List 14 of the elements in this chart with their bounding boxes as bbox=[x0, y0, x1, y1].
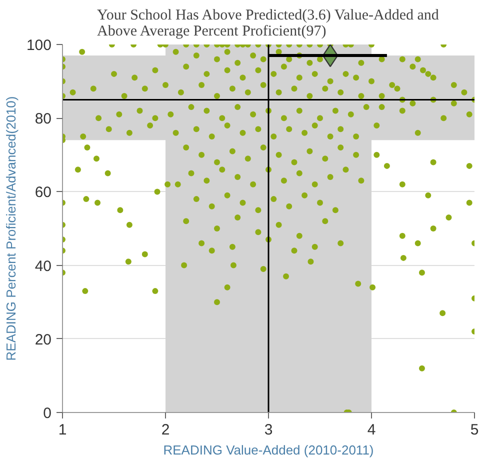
y-tick-label: 40 bbox=[34, 258, 52, 275]
x-axis-title: READING Value-Added (2010-2011) bbox=[163, 442, 374, 458]
y-tick-label: 80 bbox=[34, 110, 52, 128]
y-tick-label: 20 bbox=[34, 331, 52, 348]
x-tick-label: 5 bbox=[470, 422, 479, 438]
x-tick-label: 4 bbox=[367, 422, 376, 438]
y-tick-label: 0 bbox=[43, 405, 52, 422]
x-tick-label: 3 bbox=[264, 422, 273, 438]
x-tick-label: 2 bbox=[161, 422, 170, 438]
y-tick-label: 60 bbox=[34, 184, 52, 202]
x-tick-label: 1 bbox=[58, 422, 67, 438]
y-axis-title: READING Percent Proficient/Advanced(2010) bbox=[3, 96, 18, 361]
y-tick-label: 100 bbox=[26, 37, 52, 54]
chart-title: Your School Has Above Predicted(3.6) Value-Added and Above Average Percent Proficient(97) bbox=[97, 8, 440, 40]
